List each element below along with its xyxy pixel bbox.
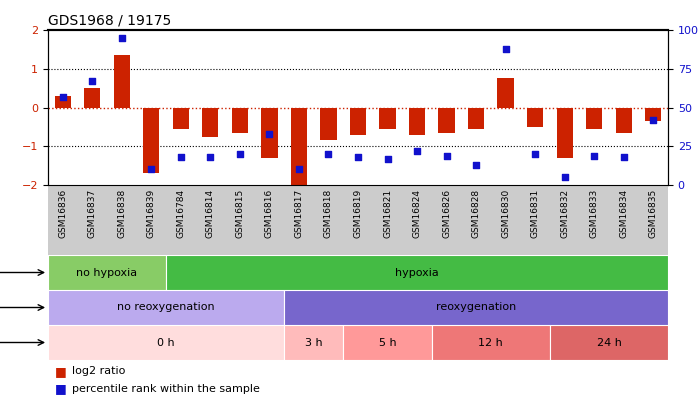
Bar — [166, 255, 668, 290]
Text: GSM16819: GSM16819 — [353, 188, 362, 238]
Bar — [586, 107, 602, 129]
Point — [323, 151, 334, 157]
Point — [470, 162, 482, 168]
Point — [648, 117, 659, 123]
Text: GSM16824: GSM16824 — [413, 188, 422, 237]
Text: GSM16834: GSM16834 — [619, 188, 628, 238]
Bar — [284, 325, 343, 360]
Point — [235, 151, 246, 157]
Text: GSM16838: GSM16838 — [117, 188, 126, 238]
Text: ■: ■ — [55, 364, 67, 378]
Bar — [556, 107, 573, 158]
Point — [530, 151, 541, 157]
Text: no reoxygenation: no reoxygenation — [117, 303, 215, 313]
Text: GSM16832: GSM16832 — [560, 188, 569, 238]
Bar — [409, 107, 425, 134]
Bar — [350, 107, 366, 134]
Bar — [291, 107, 307, 187]
Text: GSM16784: GSM16784 — [177, 188, 186, 238]
Text: log2 ratio: log2 ratio — [73, 366, 126, 376]
Text: 5 h: 5 h — [379, 337, 396, 347]
Point — [205, 154, 216, 160]
Point — [588, 152, 600, 159]
Bar — [343, 325, 432, 360]
Bar — [320, 107, 336, 141]
Text: GSM16836: GSM16836 — [58, 188, 67, 238]
Point — [382, 156, 393, 162]
Text: no hypoxia: no hypoxia — [77, 267, 138, 277]
Text: GSM16828: GSM16828 — [472, 188, 481, 238]
Bar — [616, 107, 632, 133]
Text: 12 h: 12 h — [479, 337, 503, 347]
Point — [87, 78, 98, 84]
Point — [411, 148, 422, 154]
Point — [264, 130, 275, 137]
Bar — [84, 88, 101, 107]
Bar — [380, 107, 396, 129]
Bar — [48, 255, 166, 290]
Bar — [54, 96, 71, 107]
Point — [500, 45, 511, 52]
Text: GSM16816: GSM16816 — [265, 188, 274, 238]
Text: 3 h: 3 h — [305, 337, 322, 347]
Text: GSM16830: GSM16830 — [501, 188, 510, 238]
Bar — [172, 107, 189, 129]
Text: GSM16835: GSM16835 — [648, 188, 658, 238]
Text: hypoxia: hypoxia — [395, 267, 439, 277]
Bar — [468, 107, 484, 129]
Text: GSM16837: GSM16837 — [88, 188, 97, 238]
Bar — [438, 107, 454, 133]
Point — [175, 154, 186, 160]
Text: GSM16839: GSM16839 — [147, 188, 156, 238]
Text: 24 h: 24 h — [597, 337, 621, 347]
Text: GSM16826: GSM16826 — [442, 188, 451, 238]
Text: GSM16817: GSM16817 — [295, 188, 304, 238]
Bar — [48, 290, 284, 325]
Text: 0 h: 0 h — [157, 337, 175, 347]
Text: GSM16818: GSM16818 — [324, 188, 333, 238]
Bar — [645, 107, 662, 121]
Bar — [284, 290, 668, 325]
Bar — [114, 55, 130, 107]
Text: GSM16831: GSM16831 — [530, 188, 540, 238]
Bar — [48, 325, 284, 360]
Text: reoxygenation: reoxygenation — [436, 303, 517, 313]
Text: GSM16821: GSM16821 — [383, 188, 392, 238]
Bar — [527, 107, 543, 127]
Text: GSM16815: GSM16815 — [235, 188, 244, 238]
Point — [352, 154, 364, 160]
Point — [441, 152, 452, 159]
Point — [618, 154, 630, 160]
Text: ■: ■ — [55, 382, 67, 395]
Bar — [202, 107, 218, 136]
Text: GSM16814: GSM16814 — [206, 188, 215, 238]
Point — [559, 174, 570, 181]
Bar — [550, 325, 668, 360]
Point — [293, 166, 304, 173]
Text: percentile rank within the sample: percentile rank within the sample — [73, 384, 260, 394]
Bar — [232, 107, 248, 133]
Text: GSM16833: GSM16833 — [590, 188, 599, 238]
Text: GDS1968 / 19175: GDS1968 / 19175 — [48, 13, 171, 28]
Point — [57, 94, 68, 100]
Bar — [261, 107, 278, 158]
Bar — [432, 325, 550, 360]
Bar — [498, 79, 514, 107]
Point — [146, 166, 157, 173]
Point — [117, 34, 128, 41]
Bar — [143, 107, 159, 173]
